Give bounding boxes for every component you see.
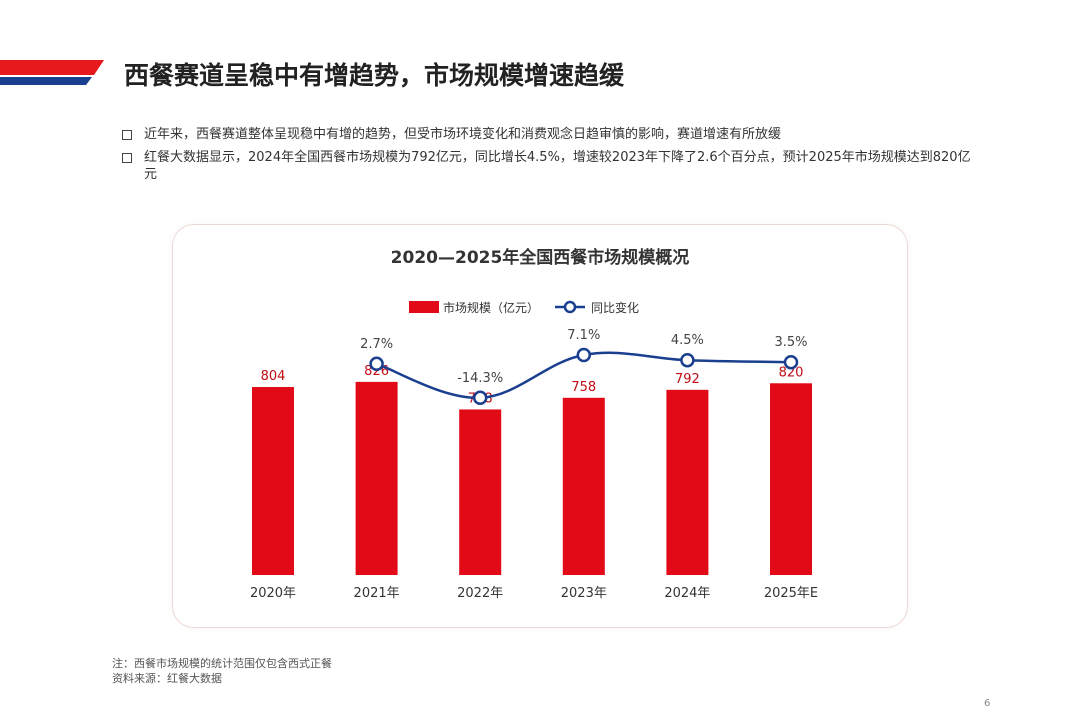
- yoy-value-label: 2.7%: [360, 337, 393, 352]
- legend-swatch-market-size: [409, 301, 439, 313]
- legend-label-yoy: 同比变化: [591, 300, 639, 315]
- x-tick-label: 2024年: [664, 586, 710, 601]
- bar-value-label: 820: [779, 365, 804, 380]
- bar-value-label: 758: [571, 380, 596, 395]
- x-tick-label: 2025年E: [764, 586, 818, 601]
- bar-value-label: 804: [261, 369, 286, 384]
- bullet-item: 红餐大数据显示，2024年全国西餐市场规模为792亿元，同比增长4.5%，增速较…: [122, 149, 982, 183]
- footnotes: 注：西餐市场规模的统计范围仅包含西式正餐 资料来源：红餐大数据: [112, 656, 332, 686]
- page-title: 西餐赛道呈稳中有增趋势，市场规模增速趋缓: [124, 61, 625, 90]
- footnote-source: 资料来源：红餐大数据: [112, 672, 222, 685]
- bullet-list: 近年来，西餐赛道整体呈现稳中有增的趋势，但受市场环境变化和消费观念日趋审慎的影响…: [122, 126, 982, 189]
- bar-value-label: 826: [364, 364, 389, 379]
- bullet-text: 近年来，西餐赛道整体呈现稳中有增的趋势，但受市场环境变化和消费观念日趋审慎的影响…: [144, 127, 782, 142]
- bullet-item: 近年来，西餐赛道整体呈现稳中有增的趋势，但受市场环境变化和消费观念日趋审慎的影响…: [122, 126, 982, 143]
- chart-card: 2020—2025年全国西餐市场规模概况市场规模（亿元） 同比变化 804 2020年…: [172, 224, 908, 628]
- yoy-point: [783, 354, 799, 370]
- x-tick-label: 2023年: [561, 586, 607, 601]
- yoy-point: [369, 356, 384, 372]
- yoy-value-label: -14.3%: [457, 371, 503, 386]
- x-tick-label: 2022年: [457, 586, 503, 601]
- bullet-text: 红餐大数据显示，2024年全国西餐市场规模为792亿元，同比增长4.5%，增速较…: [144, 150, 971, 182]
- chart-title: 2020—2025年全国西餐市场规模概况: [391, 247, 690, 268]
- yoy-value-label: 4.5%: [671, 333, 704, 348]
- bar: [666, 389, 709, 575]
- yoy-point: [472, 390, 488, 406]
- legend-marker-yoy: [563, 300, 577, 314]
- footnote-scope: 注：西餐市场规模的统计范围仅包含西式正餐: [112, 657, 332, 670]
- bar: [355, 381, 398, 575]
- x-tick-label: 2020年: [250, 586, 296, 601]
- title-accent-stripes: [0, 60, 104, 85]
- page-number: 6: [984, 698, 991, 709]
- bar: [252, 387, 294, 575]
- bullet-square-icon: [122, 153, 132, 163]
- legend-label-market-size: 市场规模（亿元）: [443, 300, 539, 315]
- bar-value-label: 792: [675, 372, 700, 387]
- x-tick-label: 2021年: [354, 586, 400, 601]
- bar: [459, 409, 502, 575]
- bullet-square-icon: [122, 130, 132, 140]
- yoy-value-label: 7.1%: [567, 328, 600, 343]
- yoy-point: [680, 352, 695, 368]
- yoy-point: [576, 347, 592, 363]
- yoy-value-label: 3.5%: [774, 335, 807, 350]
- bar: [562, 397, 605, 575]
- bar: [770, 383, 812, 575]
